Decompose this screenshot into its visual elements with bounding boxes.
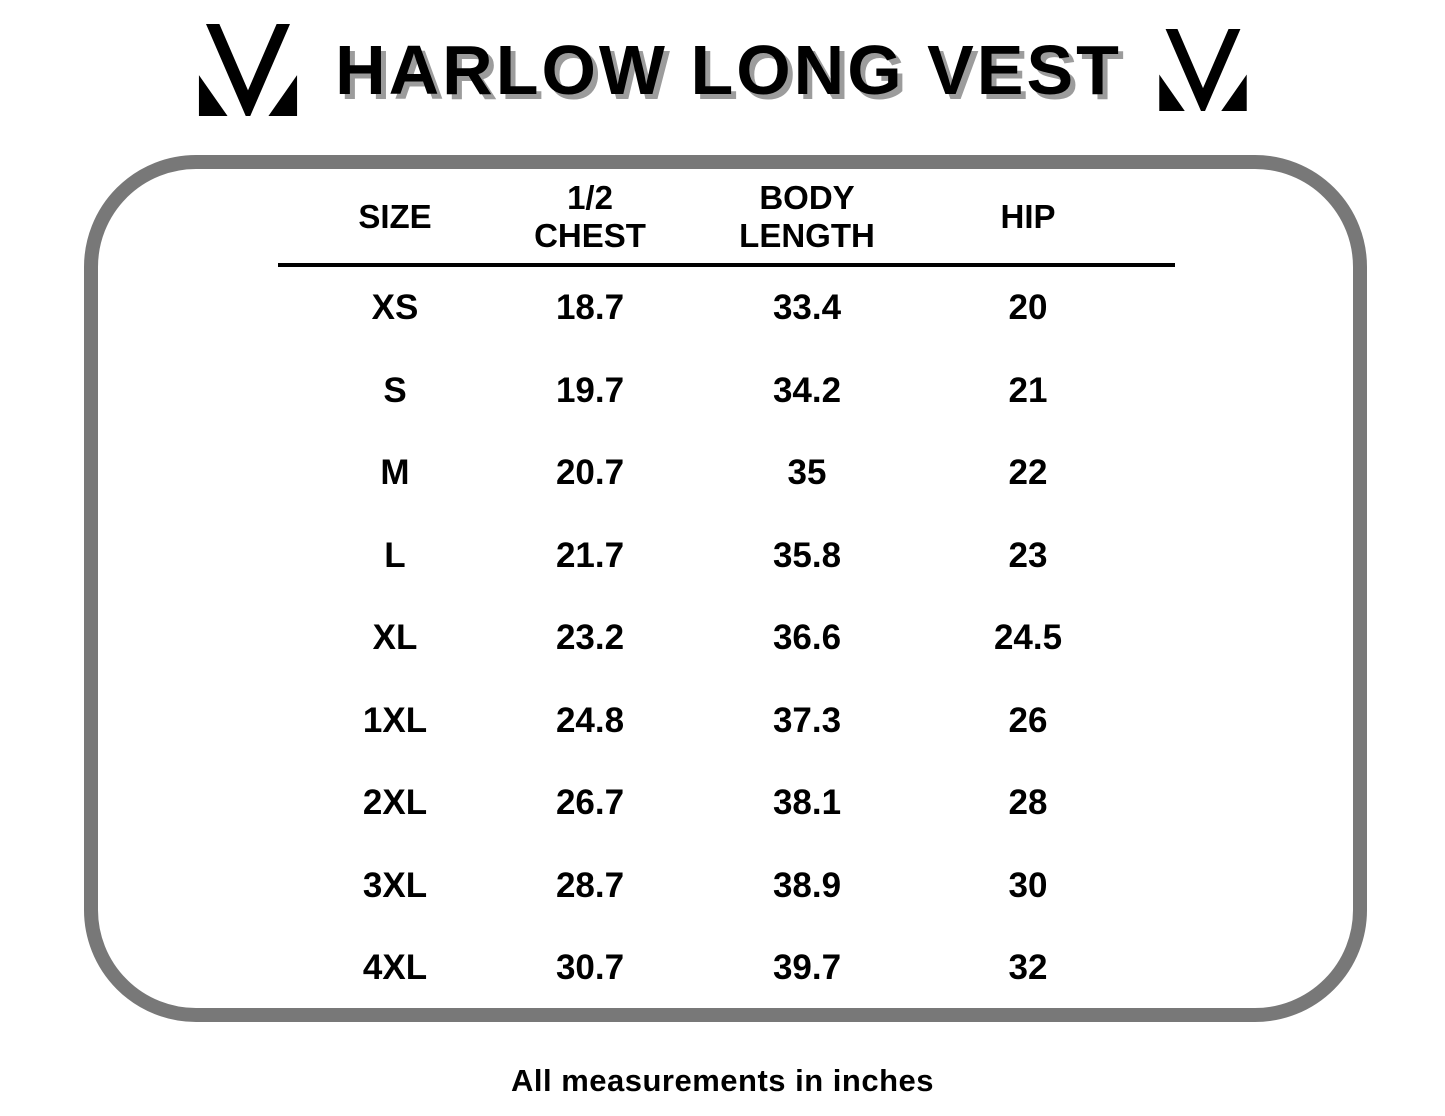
body-length-cell: 33.4 — [772, 288, 842, 328]
size-cell: 4XL — [362, 948, 428, 988]
hip-cell: 26 — [1008, 700, 1048, 740]
hip-cell: 22 — [1008, 453, 1048, 493]
half-chest-cell: 30.7 — [555, 948, 625, 988]
size-cell: 2XL — [362, 783, 428, 823]
size-cell: XS — [371, 288, 419, 328]
size-cell: 3XL — [362, 865, 428, 905]
half-chest-cell: 20.7 — [555, 453, 625, 493]
brand-m-monogram-icon — [1156, 29, 1250, 111]
column-header-body-length: BODY LENGTH — [739, 179, 875, 254]
column-header-half-chest: 1/2 CHEST — [534, 179, 646, 254]
half-chest-cell: 19.7 — [555, 370, 625, 410]
body-length-cell: 38.9 — [772, 865, 842, 905]
body-length-cell: 35 — [787, 453, 827, 493]
table-row: 3XL 28.7 38.9 30 — [278, 845, 1175, 928]
header-divider — [278, 263, 1175, 267]
hip-cell: 20 — [1008, 288, 1048, 328]
hip-cell: 28 — [1008, 783, 1048, 823]
body-length-cell: 35.8 — [772, 535, 842, 575]
measurement-unit-note: All measurements in inches — [510, 1063, 935, 1098]
half-chest-cell: 28.7 — [555, 865, 625, 905]
body-length-cell: 37.3 — [772, 700, 842, 740]
body-length-cell: 39.7 — [772, 948, 842, 988]
table-row: L 21.7 35.8 23 — [278, 515, 1175, 598]
header: HARLOW LONG VEST — [0, 24, 1445, 116]
table-row: 2XL 26.7 38.1 28 — [278, 762, 1175, 845]
table-header-row: SIZE 1/2 CHEST BODY LENGTH HIP — [278, 171, 1175, 263]
size-cell: L — [384, 535, 406, 575]
half-chest-cell: 24.8 — [555, 700, 625, 740]
body-length-cell: 36.6 — [772, 618, 842, 658]
body-length-cell: 34.2 — [772, 370, 842, 410]
table-row: 1XL 24.8 37.3 26 — [278, 680, 1175, 763]
hip-cell: 32 — [1008, 948, 1048, 988]
size-cell: S — [383, 370, 407, 410]
hip-cell: 30 — [1008, 865, 1048, 905]
table-body: XS 18.7 33.4 20 S 19.7 34.2 21 M 20.7 35… — [278, 267, 1175, 1010]
half-chest-cell: 23.2 — [555, 618, 625, 658]
half-chest-cell: 26.7 — [555, 783, 625, 823]
size-chart-frame: SIZE 1/2 CHEST BODY LENGTH HIP XS 18.7 3… — [84, 155, 1367, 1022]
size-chart-table: SIZE 1/2 CHEST BODY LENGTH HIP XS 18.7 3… — [278, 171, 1175, 1010]
page-title: HARLOW LONG VEST — [335, 31, 1122, 109]
hip-cell: 21 — [1008, 370, 1048, 410]
size-cell: M — [380, 453, 410, 493]
brand-m-monogram-icon — [195, 24, 301, 116]
size-cell: XL — [372, 618, 418, 658]
table-row: XS 18.7 33.4 20 — [278, 267, 1175, 350]
table-row: XL 23.2 36.6 24.5 — [278, 597, 1175, 680]
half-chest-cell: 18.7 — [555, 288, 625, 328]
table-row: S 19.7 34.2 21 — [278, 350, 1175, 433]
table-row: 4XL 30.7 39.7 32 — [278, 927, 1175, 1010]
half-chest-cell: 21.7 — [555, 535, 625, 575]
size-cell: 1XL — [362, 700, 428, 740]
hip-cell: 24.5 — [993, 618, 1063, 658]
body-length-cell: 38.1 — [772, 783, 842, 823]
column-header-size: SIZE — [358, 198, 432, 236]
column-header-hip: HIP — [1000, 198, 1056, 236]
hip-cell: 23 — [1008, 535, 1048, 575]
table-row: M 20.7 35 22 — [278, 432, 1175, 515]
